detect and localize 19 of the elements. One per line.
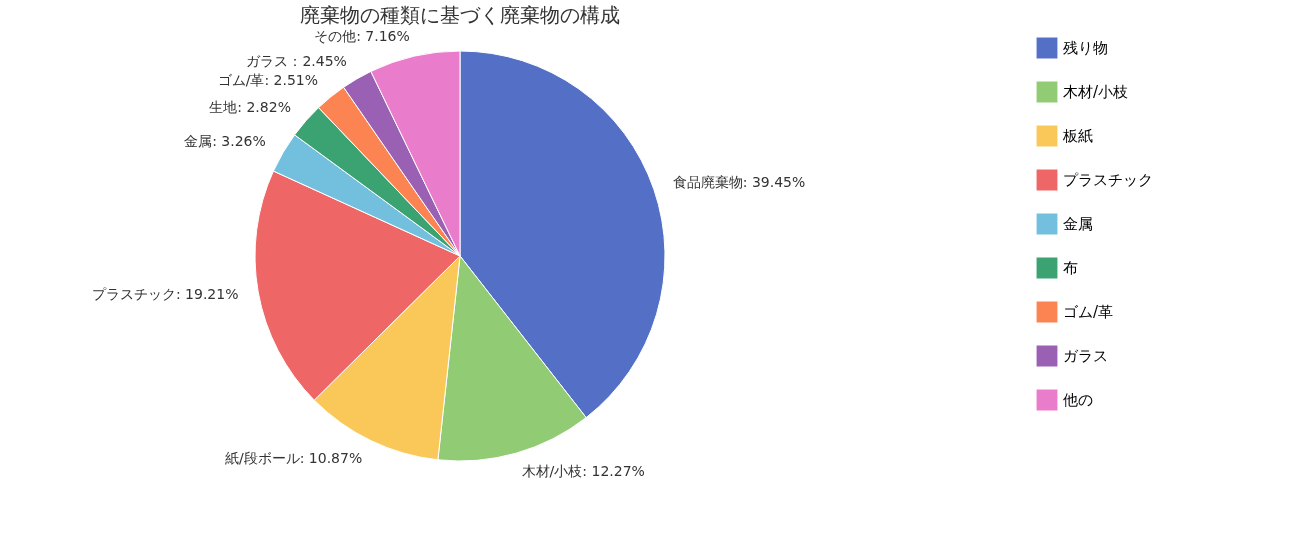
legend-label: 金属 <box>1063 215 1093 233</box>
legend-label: ガラス <box>1063 347 1108 365</box>
chart-title: 廃棄物の種類に基づく廃棄物の構成 <box>300 2 620 27</box>
legend-label: 板紙 <box>1062 127 1093 145</box>
data-label: 木材/小枝: 12.27% <box>521 463 645 480</box>
legend-label: 残り物 <box>1063 39 1108 57</box>
legend-label: 木材/小枝 <box>1063 83 1129 101</box>
data-label: 紙/段ボール: 10.87% <box>224 449 363 466</box>
data-label: 金属: 3.26% <box>184 133 266 150</box>
legend-label: 他の <box>1063 391 1093 409</box>
data-label: その他: 7.16% <box>314 27 410 44</box>
legend-label: 布 <box>1063 259 1078 277</box>
legend-label: プラスチック <box>1063 171 1153 189</box>
data-label: ゴム/革: 2.51% <box>217 72 319 89</box>
data-label: 食品廃棄物: 39.45% <box>672 173 806 190</box>
legend-label: ゴム/革 <box>1063 303 1114 321</box>
data-label: ガラス：2.45% <box>246 52 347 69</box>
data-label: 生地: 2.82% <box>209 98 291 115</box>
data-label: プラスチック: 19.21% <box>91 286 239 303</box>
